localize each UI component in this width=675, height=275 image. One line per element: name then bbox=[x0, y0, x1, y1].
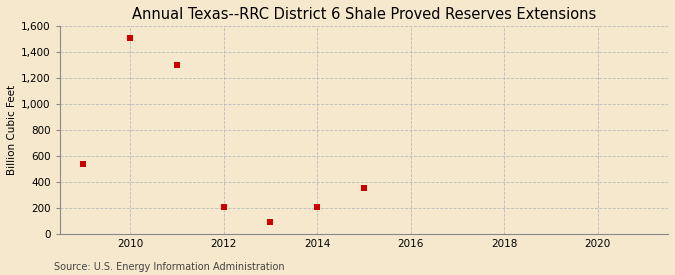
Text: Source: U.S. Energy Information Administration: Source: U.S. Energy Information Administ… bbox=[54, 262, 285, 272]
Title: Annual Texas--RRC District 6 Shale Proved Reserves Extensions: Annual Texas--RRC District 6 Shale Prove… bbox=[132, 7, 596, 22]
Y-axis label: Billion Cubic Feet: Billion Cubic Feet bbox=[7, 85, 17, 175]
